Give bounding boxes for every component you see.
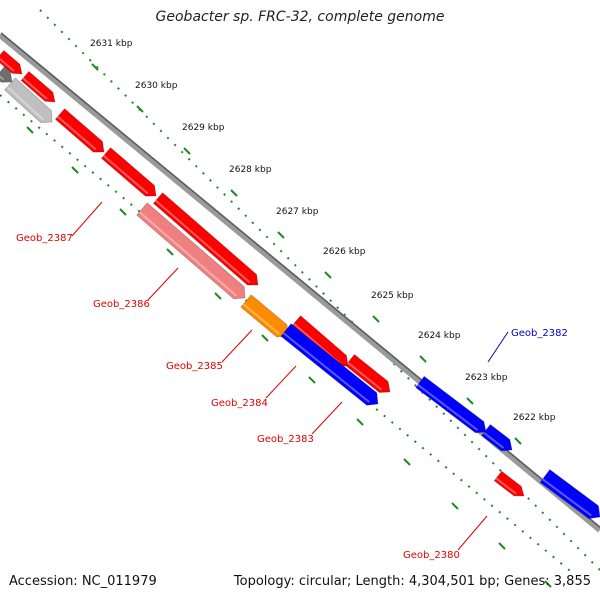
gene-features: [0, 49, 600, 520]
gene-feature[interactable]: [539, 469, 600, 520]
tick-mark: [230, 189, 238, 197]
gene-feature[interactable]: [415, 375, 487, 434]
tick-mark: [71, 166, 79, 174]
gene-feature-highlight: [22, 77, 48, 100]
gene-feature[interactable]: [280, 323, 379, 406]
gene-feature-highlight: [293, 322, 341, 365]
gene-feature[interactable]: [100, 147, 157, 197]
gene-feature[interactable]: [345, 353, 391, 393]
tick-mark: [277, 231, 285, 239]
tick-label: 2629 kbp: [182, 123, 225, 133]
tick-label: 2625 kbp: [371, 291, 414, 301]
tick-mark: [419, 355, 427, 363]
tick-label: 2630 kbp: [135, 81, 178, 91]
gene-feature-highlight: [483, 432, 505, 449]
tick-label: 2626 kbp: [323, 247, 366, 257]
gene-feature[interactable]: [0, 66, 13, 83]
tick-mark: [544, 580, 552, 588]
gene-feature-highlight: [542, 478, 592, 517]
gene-feature-highlight: [347, 361, 383, 391]
tick-mark: [183, 147, 191, 155]
tick-mark: [26, 126, 34, 134]
gene-label[interactable]: Geob_2384: [211, 398, 268, 409]
gene-feature[interactable]: [152, 192, 259, 286]
tick-mark: [372, 315, 380, 323]
topology-summary: Topology: circular; Length: 4,304,501 bp…: [233, 574, 591, 589]
outer-track-dotted: [39, 9, 600, 571]
tick-mark: [498, 542, 506, 550]
tick-mark: [261, 334, 269, 342]
tick-label: 2628 kbp: [229, 165, 272, 175]
genome-backbone: [0, 32, 600, 533]
gene-feature-highlight: [0, 75, 5, 81]
gene-feature-highlight: [242, 303, 280, 335]
gene-label[interactable]: Geob_2380: [403, 550, 460, 561]
gene-feature-highlight: [57, 115, 97, 151]
gene-feature-highlight: [155, 199, 251, 284]
tick-mark: [119, 208, 127, 216]
tick-mark: [136, 105, 144, 113]
gene-feature[interactable]: [136, 202, 246, 300]
tick-mark: [308, 376, 316, 384]
tick-label: 2624 kbp: [418, 331, 461, 341]
gene-feature[interactable]: [240, 294, 289, 338]
tick-label: 2631 kbp: [90, 39, 133, 49]
label-leader-line: [265, 365, 297, 399]
tick-mark: [356, 418, 364, 426]
gene-feature-highlight: [282, 332, 370, 403]
gene-feature[interactable]: [20, 70, 56, 103]
label-leader-line: [71, 201, 103, 237]
tick-mark: [514, 437, 522, 445]
label-leader-line: [311, 401, 343, 435]
gene-feature-highlight: [138, 211, 237, 297]
ruler-ticks: 2631 kbp 2630 kbp 2629 kbp 2628 kbp 2627 kbp…: [26, 39, 556, 588]
tick-mark: [214, 292, 222, 300]
gene-feature[interactable]: [481, 423, 513, 452]
label-leader-line: [221, 329, 253, 363]
label-leader-line: [457, 515, 488, 551]
gene-feature[interactable]: [4, 77, 53, 124]
genome-backbone-inner: [0, 32, 600, 529]
gene-feature[interactable]: [54, 108, 105, 153]
tick-mark: [403, 458, 411, 466]
tick-mark: [324, 271, 332, 279]
tick-mark: [466, 397, 474, 405]
tick-mark: [166, 248, 174, 256]
accession-text: Accession: NC_011979: [9, 574, 157, 589]
map-title: Geobacter sp. FRC-32, complete genome: [155, 9, 445, 25]
gene-label[interactable]: Geob_2382: [511, 328, 568, 339]
label-leader-line: [487, 331, 509, 363]
gene-label[interactable]: Geob_2387: [16, 233, 73, 244]
gene-label[interactable]: Geob_2386: [93, 299, 150, 310]
tick-label: 2627 kbp: [276, 207, 319, 217]
tick-label: 2622 kbp: [513, 413, 556, 423]
tick-label: 2623 kbp: [465, 373, 508, 383]
gene-feature-highlight: [495, 477, 517, 495]
tick-mark: [91, 63, 99, 71]
gene-feature[interactable]: [493, 470, 525, 497]
tick-mark: [451, 502, 459, 510]
gene-label[interactable]: Geob_2383: [257, 434, 314, 445]
gene-label[interactable]: Geob_2385: [166, 361, 223, 372]
gene-labels: Geob_2387 Geob_2386 Geob_2385 Geob_2384 Geob…: [16, 201, 568, 561]
gene-feature-highlight: [0, 57, 15, 72]
gene-feature-highlight: [6, 86, 45, 121]
gene-feature-highlight: [417, 384, 479, 431]
gene-feature-highlight: [103, 154, 149, 195]
label-leader-line: [147, 267, 179, 301]
